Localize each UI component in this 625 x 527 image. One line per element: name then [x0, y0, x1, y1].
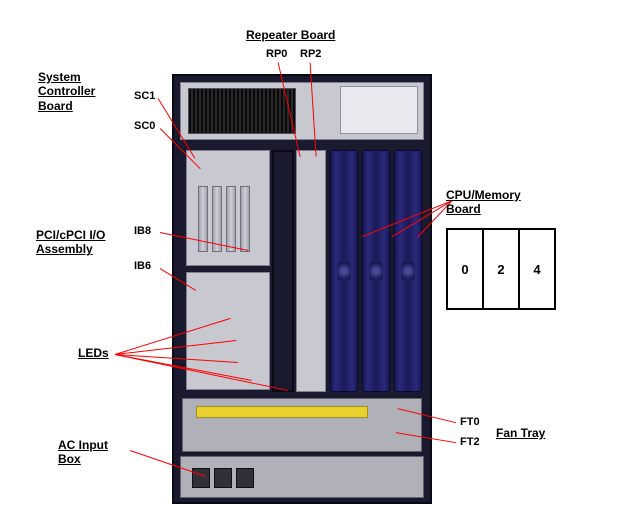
label-repeater-board: Repeater Board: [246, 28, 335, 42]
label-ib8: IB8: [134, 225, 151, 237]
table-cell: 4: [520, 230, 554, 308]
label-ib6: IB6: [134, 260, 151, 272]
mid-column: [272, 150, 294, 392]
label-text: Fan Tray: [496, 426, 545, 440]
label-cpu-memory-board: CPU/MemoryBoard: [446, 188, 521, 217]
label-text: LEDs: [78, 346, 109, 360]
label-text: PCI/cPCI I/OAssembly: [36, 228, 105, 256]
fan-bay-pull: [196, 406, 368, 418]
ac-port: [214, 468, 232, 488]
label-sc0: SC0: [134, 120, 155, 132]
cpu-memory-board: [362, 150, 390, 392]
label-system-controller-board: SystemControllerBoard: [38, 70, 95, 113]
label-pci-assembly: PCI/cPCI I/OAssembly: [36, 228, 105, 257]
table-cell: 2: [484, 230, 520, 308]
ac-port: [236, 468, 254, 488]
label-sc1: SC1: [134, 90, 155, 102]
label-text: CPU/MemoryBoard: [446, 188, 521, 216]
cpu-board-table: 0 2 4: [446, 228, 556, 310]
card-slot: [226, 186, 236, 252]
label-fan-tray: Fan Tray: [496, 426, 545, 440]
cpu-memory-board: [330, 150, 358, 392]
cpu-memory-board: [394, 150, 422, 392]
label-text: SystemControllerBoard: [38, 70, 95, 113]
top-grille: [188, 88, 296, 134]
label-rp2: RP2: [300, 48, 321, 60]
info-panel: [340, 86, 418, 134]
rp-bay: [296, 150, 326, 392]
ac-port: [192, 468, 210, 488]
label-ac-input-box: AC InputBox: [58, 438, 108, 467]
label-rp0: RP0: [266, 48, 287, 60]
label-ft2: FT2: [460, 436, 480, 448]
label-text: AC InputBox: [58, 438, 108, 466]
label-leds: LEDs: [78, 346, 109, 360]
table-cell: 0: [448, 230, 484, 308]
label-ft0: FT0: [460, 416, 480, 428]
label-text: Repeater Board: [246, 28, 335, 42]
card-slot: [240, 186, 250, 252]
